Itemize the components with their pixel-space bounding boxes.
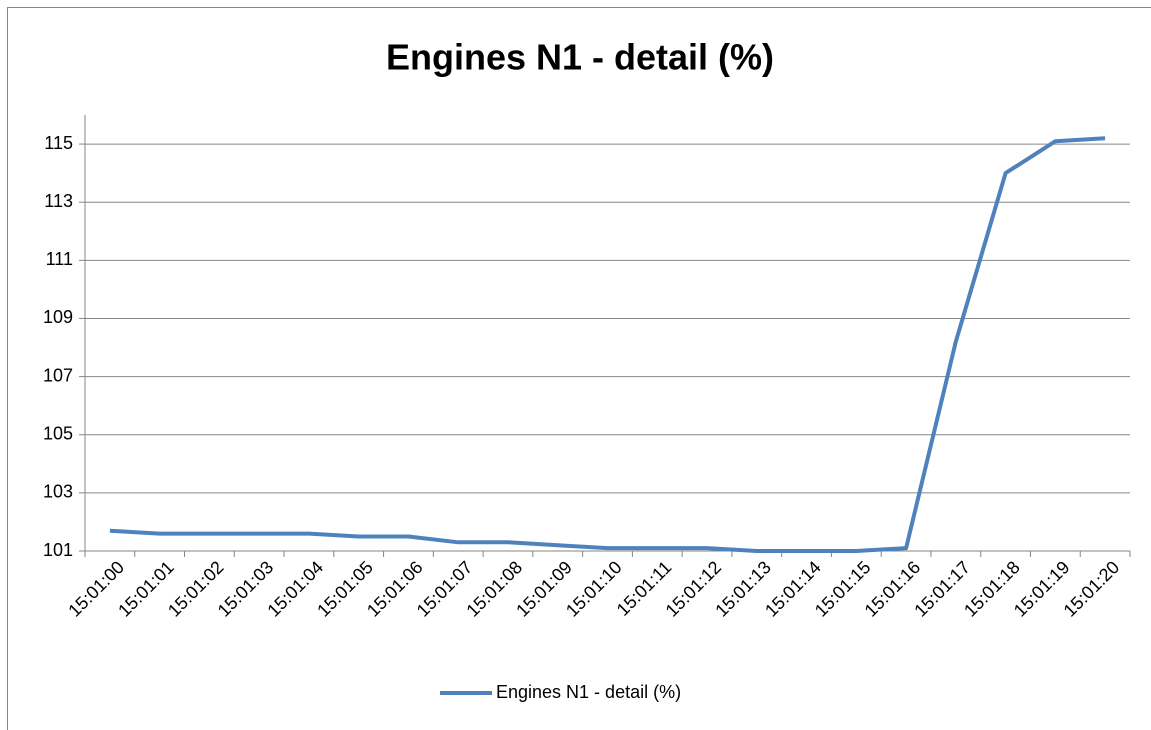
y-tick-label: 109 <box>43 307 73 327</box>
y-tick-label: 113 <box>44 191 73 211</box>
y-tick-label: 103 <box>43 482 73 502</box>
y-tick-label: 115 <box>44 133 73 153</box>
legend-label: Engines N1 - detail (%) <box>496 682 681 702</box>
y-tick-label: 107 <box>43 365 73 385</box>
data-line <box>109 136 1106 553</box>
chart-title: Engines N1 - detail (%) <box>386 37 774 78</box>
y-tick-label: 111 <box>46 249 73 269</box>
chart-border <box>7 7 1151 730</box>
y-tick-label: 101 <box>43 540 73 560</box>
y-tick-label: 105 <box>43 423 73 443</box>
